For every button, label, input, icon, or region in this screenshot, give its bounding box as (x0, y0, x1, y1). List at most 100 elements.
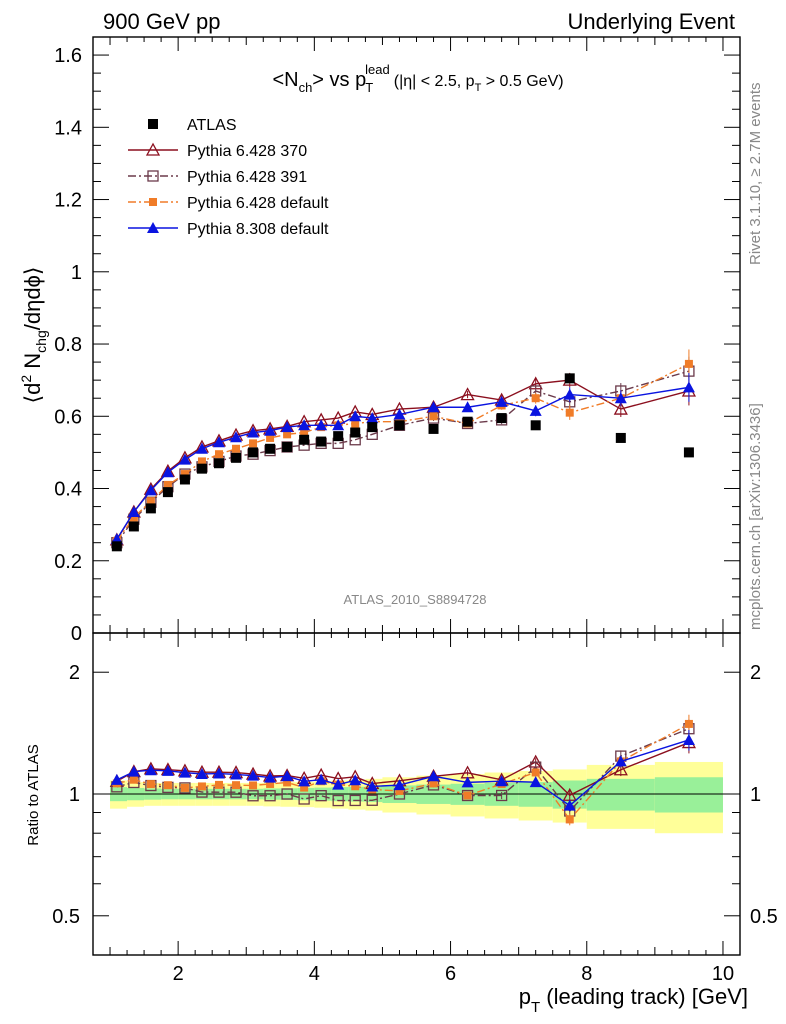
ratio-point-pythia-8-308-default (366, 780, 379, 792)
ratio-point-pythia-6-428-391 (179, 782, 191, 794)
ratio-point-pythia-6-428-391 (298, 793, 310, 805)
y-tick-label-main: 1.2 (54, 190, 82, 212)
y-tick-label-main: 1 (71, 262, 82, 284)
ratio-point-pythia-8-308-default (144, 764, 157, 776)
ratio-point-pythia-8-308-default (682, 733, 695, 745)
inner-band-bin (586, 778, 655, 811)
point-pythia-8-308-default (349, 410, 362, 422)
point-pythia-8-308-default (127, 505, 140, 517)
point-pythia-6-428-default (232, 444, 241, 453)
legend-label-pythia-6-428-391: Pythia 6.428 391 (187, 169, 307, 186)
point-pythia-8-308-default (315, 419, 328, 431)
point-pythia-6-428-default (163, 480, 172, 489)
point-pythia-8-308-default (427, 401, 440, 413)
point-pythia-6-428-default (283, 430, 292, 439)
point-pythia-8-308-default (682, 381, 695, 393)
y-tick-label-main: 1.4 (54, 117, 82, 139)
legend-marker-atlas (148, 119, 158, 129)
x-tick-label: 10 (712, 963, 734, 985)
point-atlas (179, 474, 190, 485)
point-pythia-6-428-default (351, 419, 360, 428)
point-pythia-6-428-default (684, 359, 693, 368)
point-atlas (367, 422, 378, 433)
point-pythia-6-428-default (531, 394, 540, 403)
ratio-panel-frame (92, 632, 741, 956)
point-pythia-6-428-default (214, 450, 223, 459)
ratio-point-pythia-6-428-default (395, 786, 404, 795)
point-atlas (162, 487, 173, 498)
point-atlas (496, 413, 507, 424)
ratio-point-pythia-8-308-default (298, 775, 311, 787)
legend: ATLAS Pythia 6.428 370 Pythia 6.428 391 Pyt… (128, 117, 329, 238)
point-pythia-8-308-default (298, 419, 311, 431)
ratio-point-pythia-6-428-default (214, 780, 223, 789)
tick-labels: 2 4 6 8 10 0 0.2 0.4 0.6 0.8 1 1.2 1.4 1.6 0.5 0.5 1 1 2 2 (52, 45, 778, 985)
y-tick-label-main: 0.6 (54, 406, 82, 428)
ratio-point-pythia-6-428-default (232, 781, 241, 790)
ratio-point-pythia-6-428-default (283, 778, 292, 787)
ratio-point-pythia-6-428-default (266, 779, 275, 788)
ratio-point-pythia-8-308-default (332, 778, 345, 790)
ratio-point-pythia-6-428-391 (349, 794, 361, 807)
series-line-pythia-6-428-391 (116, 370, 690, 544)
ratio-point-pythia-8-308-default (495, 775, 508, 787)
ratio-point-pythia-6-428-default (146, 780, 155, 789)
point-atlas (394, 420, 405, 431)
ratio-point-pythia-6-428-default (429, 779, 438, 788)
y-tick-label-ratio-right: 1 (750, 784, 761, 806)
legend-label-pythia-6-428-default: Pythia 6.428 default (187, 195, 329, 212)
ratio-point-pythia-6-428-391 (461, 789, 474, 802)
point-pythia-6-428-370 (613, 401, 628, 415)
point-pythia-6-428-default (429, 412, 438, 421)
plot-title: <Nch> vs pTlead(|η| < 2.5, pT > 0.5 GeV) (272, 62, 563, 95)
point-atlas (282, 441, 293, 452)
point-pythia-8-308-default (529, 404, 542, 416)
point-atlas (333, 431, 344, 442)
ratio-point-pythia-8-308-default (281, 770, 294, 782)
point-pythia-8-308-default (563, 388, 576, 400)
point-atlas (248, 447, 259, 458)
legend-label-atlas: ATLAS (187, 117, 237, 134)
y-tick-label-ratio-left: 2 (69, 662, 80, 684)
inner-band-bin (654, 777, 723, 813)
rivet-label: Rivet 3.1.10, ≥ 2.7M events (747, 83, 764, 266)
ratio-point-pythia-8-308-default (247, 769, 260, 781)
ratio-point-pythia-6-428-391 (495, 789, 508, 802)
ratio-point-pythia-8-308-default (212, 767, 225, 779)
point-atlas (128, 521, 139, 532)
y-tick-label-main: 0.8 (54, 334, 82, 356)
point-pythia-8-308-default (495, 395, 508, 407)
ratio-point-pythia-8-308-default (315, 773, 328, 785)
y-axis-label-ratio: Ratio to ATLAS (25, 744, 42, 845)
ratio-point-pythia-6-428-370 (613, 762, 628, 776)
point-atlas (564, 373, 575, 384)
ratio-point-pythia-6-428-391 (281, 788, 293, 800)
ratio-point-pythia-8-308-default (529, 776, 542, 788)
ratio-point-pythia-6-428-default (565, 815, 574, 824)
ratio-point-pythia-6-428-default (197, 782, 206, 791)
ratio-point-pythia-6-428-default (300, 783, 309, 792)
point-pythia-8-308-default (614, 392, 627, 404)
point-atlas (231, 452, 242, 463)
x-tick-label: 6 (445, 963, 456, 985)
ratio-point-pythia-6-428-391 (366, 794, 378, 806)
point-pythia-8-308-default (332, 419, 345, 431)
point-pythia-6-428-default (249, 439, 258, 448)
ratio-point-pythia-8-308-default (161, 764, 174, 776)
header-left: 900 GeV pp (103, 9, 220, 34)
point-pythia-8-308-default (178, 453, 191, 465)
ratio-point-pythia-6-428-391 (332, 794, 344, 807)
point-pythia-8-308-default (230, 431, 243, 443)
ratio-point-pythia-8-308-default (110, 773, 123, 785)
legend-marker-pythia-8-308-default (147, 222, 159, 233)
point-pythia-8-308-default (161, 466, 174, 478)
point-atlas (428, 423, 439, 434)
point-pythia-8-308-default (144, 484, 157, 496)
point-pythia-6-428-370 (460, 387, 475, 401)
point-pythia-8-308-default (247, 426, 260, 438)
ratio-point-pythia-6-428-default (463, 791, 472, 800)
analysis-watermark: ATLAS_2010_S8894728 (344, 592, 487, 607)
legend-label-pythia-8-308-default: Pythia 8.308 default (187, 221, 329, 238)
ratio-point-pythia-6-428-default (531, 768, 540, 777)
